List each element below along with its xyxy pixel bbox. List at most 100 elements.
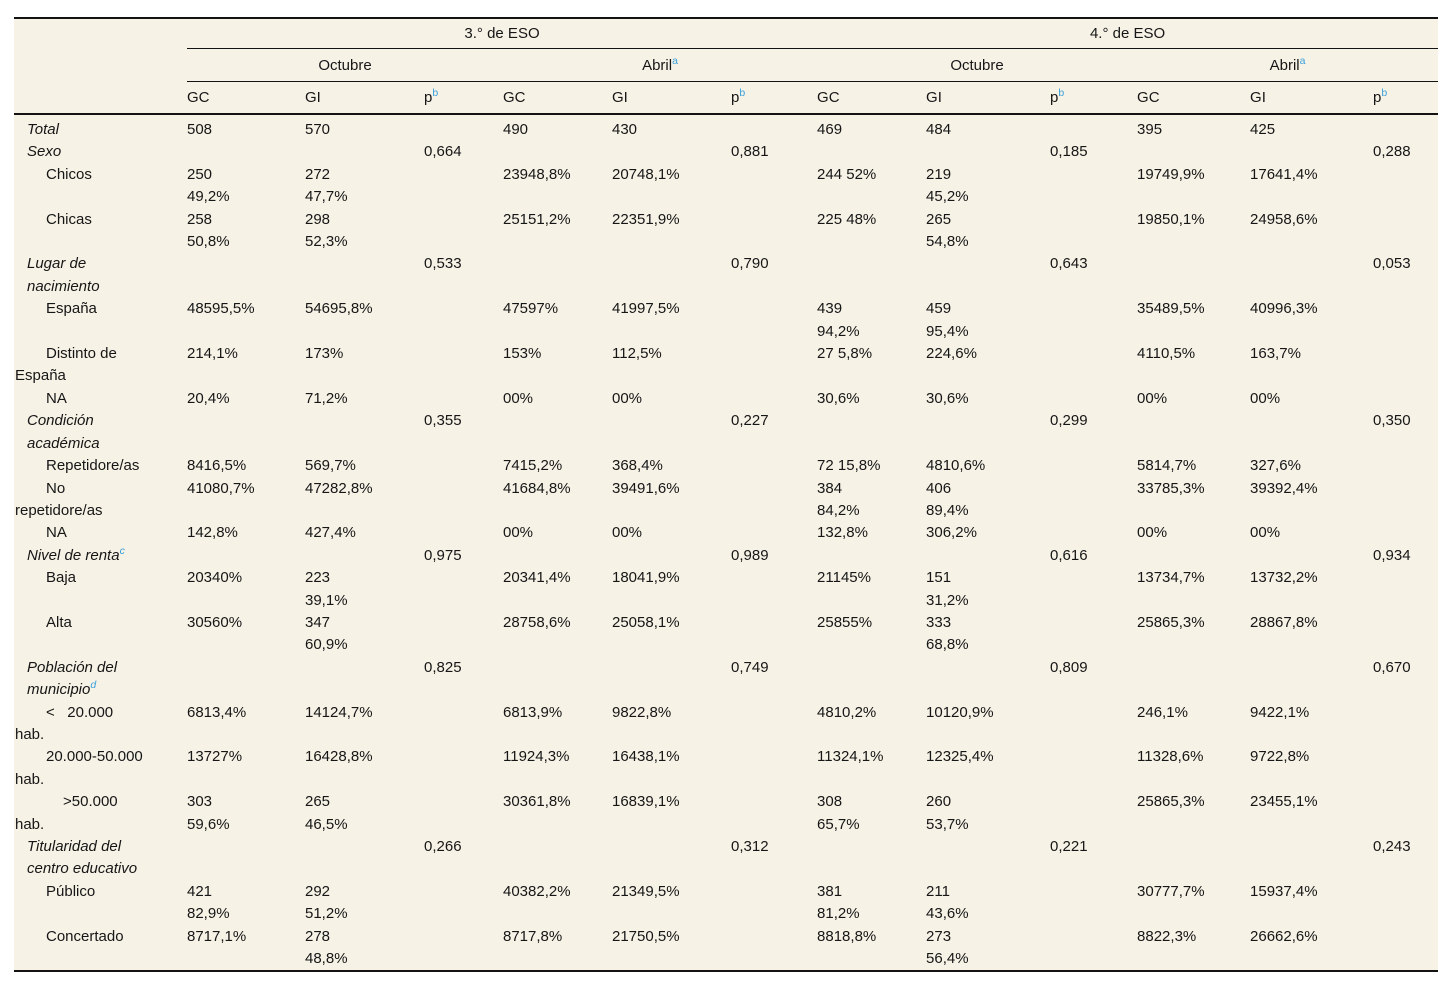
- row-label-line: Nivel de rentac: [27, 544, 125, 564]
- data-cell: [1250, 836, 1373, 881]
- data-cell: 40382,2%: [503, 882, 571, 900]
- data-cell: [503, 836, 612, 881]
- p-value-cell: 0,221: [1050, 838, 1088, 855]
- p-value-cell: [424, 164, 503, 209]
- data-cell: [187, 657, 305, 702]
- data-cell: 00%: [503, 524, 534, 542]
- footnote-ref-c-icon[interactable]: c: [119, 544, 125, 557]
- p-value-cell: [731, 343, 817, 388]
- p-value-cell: [424, 209, 503, 254]
- p-value-cell: [424, 567, 503, 612]
- data-cell: 30560%: [187, 613, 243, 631]
- data-cell: 16438,1%: [612, 748, 680, 766]
- p-value-cell: 0,350: [1373, 412, 1411, 430]
- p-value-cell: [1050, 791, 1137, 836]
- data-cell: 6813,9%: [503, 703, 563, 721]
- row-label-line: Distinto de: [46, 345, 117, 363]
- row-label: 20.000-50.000 hab.: [14, 746, 187, 791]
- corner-cell: [14, 49, 187, 82]
- data-cell: 27 5,8%: [817, 345, 873, 363]
- data-cell: 4810,6%: [926, 457, 986, 475]
- table-row: NA 20,4% 71,2% 00% 00% 30,6% 30,6% 00% 00%: [14, 388, 1438, 410]
- data-cell: [612, 657, 731, 702]
- p-value-cell: [1373, 298, 1438, 343]
- data-cell: 306,2%: [926, 524, 977, 542]
- row-label: Alta: [14, 612, 187, 657]
- footnote-ref-b-icon[interactable]: b: [739, 87, 746, 99]
- p-value-cell: [424, 746, 503, 791]
- data-cell: 25865,3%: [1137, 793, 1205, 811]
- data-cell: 20341,4%: [503, 569, 571, 587]
- footnote-ref-b-icon[interactable]: b: [1381, 87, 1388, 99]
- data-cell: 12325,4%: [926, 748, 994, 766]
- data-cell: 272 47,7%: [305, 165, 348, 206]
- data-cell: 13734,7%: [1137, 569, 1205, 587]
- data-cell: 224,6%: [926, 345, 977, 363]
- data-cell: 368,4%: [612, 457, 663, 475]
- data-cell: 21750,5%: [612, 927, 680, 945]
- footnote-ref-d-icon[interactable]: d: [90, 679, 97, 692]
- column-header-gi-1: GI: [305, 81, 424, 115]
- p-value-cell: 0,825: [424, 658, 462, 676]
- p-value-cell: 0,749: [731, 658, 769, 676]
- data-cell: 16428,8%: [305, 748, 373, 766]
- data-cell: 15937,4%: [1250, 882, 1318, 900]
- data-cell: [926, 410, 1050, 455]
- column-header-label: GC: [1137, 89, 1160, 106]
- column-header-label: GI: [926, 89, 942, 106]
- p-value-cell: [1050, 209, 1137, 254]
- p-value-cell: [424, 478, 503, 523]
- p-value-cell: [731, 164, 817, 209]
- p-value-cell: [424, 343, 503, 388]
- data-cell: 570: [305, 121, 331, 138]
- data-cell: 00%: [612, 389, 643, 407]
- footnote-ref-b-icon[interactable]: b: [1058, 87, 1065, 99]
- table-row: Baja 20340% 223 39,1% 20341,4% 18041,9% 21145…: [14, 567, 1438, 612]
- data-cell: [503, 141, 612, 163]
- data-cell: 00%: [612, 524, 643, 542]
- footnote-ref-a-icon[interactable]: a: [672, 54, 678, 67]
- data-cell: 18041,9%: [612, 569, 680, 587]
- p-value-cell: [731, 926, 817, 972]
- data-cell: 8717,8%: [503, 927, 563, 945]
- row-label: Nivel de rentac: [14, 545, 187, 567]
- data-cell: 132,8%: [817, 524, 868, 542]
- data-cell: 21349,5%: [612, 882, 680, 900]
- data-cell: 9822,8%: [612, 703, 672, 721]
- table-row: Concertado 8717,1% 278 48,8% 8717,8% 21750,5…: [14, 926, 1438, 972]
- corner-cell: [14, 81, 187, 115]
- data-cell: 246,1%: [1137, 703, 1188, 721]
- column-header-label: GC: [503, 89, 526, 106]
- footnote-ref-b-icon[interactable]: b: [432, 87, 439, 99]
- data-cell: [305, 410, 424, 455]
- p-value-cell: 0,975: [424, 546, 462, 564]
- p-value-cell: 0,312: [731, 838, 769, 855]
- table-row: Total 508 570 490 430 469 484 395 425: [14, 114, 1438, 141]
- group-header-3eso: 3.° de ESO: [187, 18, 818, 49]
- data-cell: [926, 141, 1050, 163]
- data-cell: 30,6%: [926, 389, 969, 407]
- data-cell: 211 43,6%: [926, 882, 969, 923]
- data-cell: 39491,6%: [612, 479, 680, 497]
- data-cell: 163,7%: [1250, 345, 1301, 363]
- data-cell: 00%: [1250, 524, 1281, 542]
- data-cell: [817, 253, 926, 298]
- p-value-cell: 0,288: [1373, 143, 1411, 161]
- column-header-gc-9: GC: [1137, 81, 1251, 115]
- p-value-cell: [1050, 298, 1137, 343]
- row-label-line: académica: [27, 434, 100, 452]
- column-header-gc-0: GC: [187, 81, 305, 115]
- p-value-cell: [1050, 567, 1137, 612]
- data-cell: [1137, 657, 1250, 702]
- table-row: < 20.000 hab. 6813,4% 14124,7% 6813,9% 9822,8…: [14, 702, 1438, 747]
- footnote-ref-a-icon[interactable]: a: [1299, 54, 1306, 67]
- table-row: Sexo 0,664 0,881 0,185 0,288: [14, 141, 1438, 163]
- data-cell: 48595,5%: [187, 300, 255, 318]
- p-value-cell: [1050, 343, 1137, 388]
- column-header-p-8: pb: [1050, 81, 1138, 115]
- data-cell: [817, 657, 926, 702]
- table-row: Alta 30560% 347 60,9% 28758,6% 25058,1% 25855…: [14, 612, 1438, 657]
- data-cell: [305, 836, 424, 881]
- p-value-cell: [1373, 522, 1438, 544]
- p-value-cell: [1050, 522, 1137, 544]
